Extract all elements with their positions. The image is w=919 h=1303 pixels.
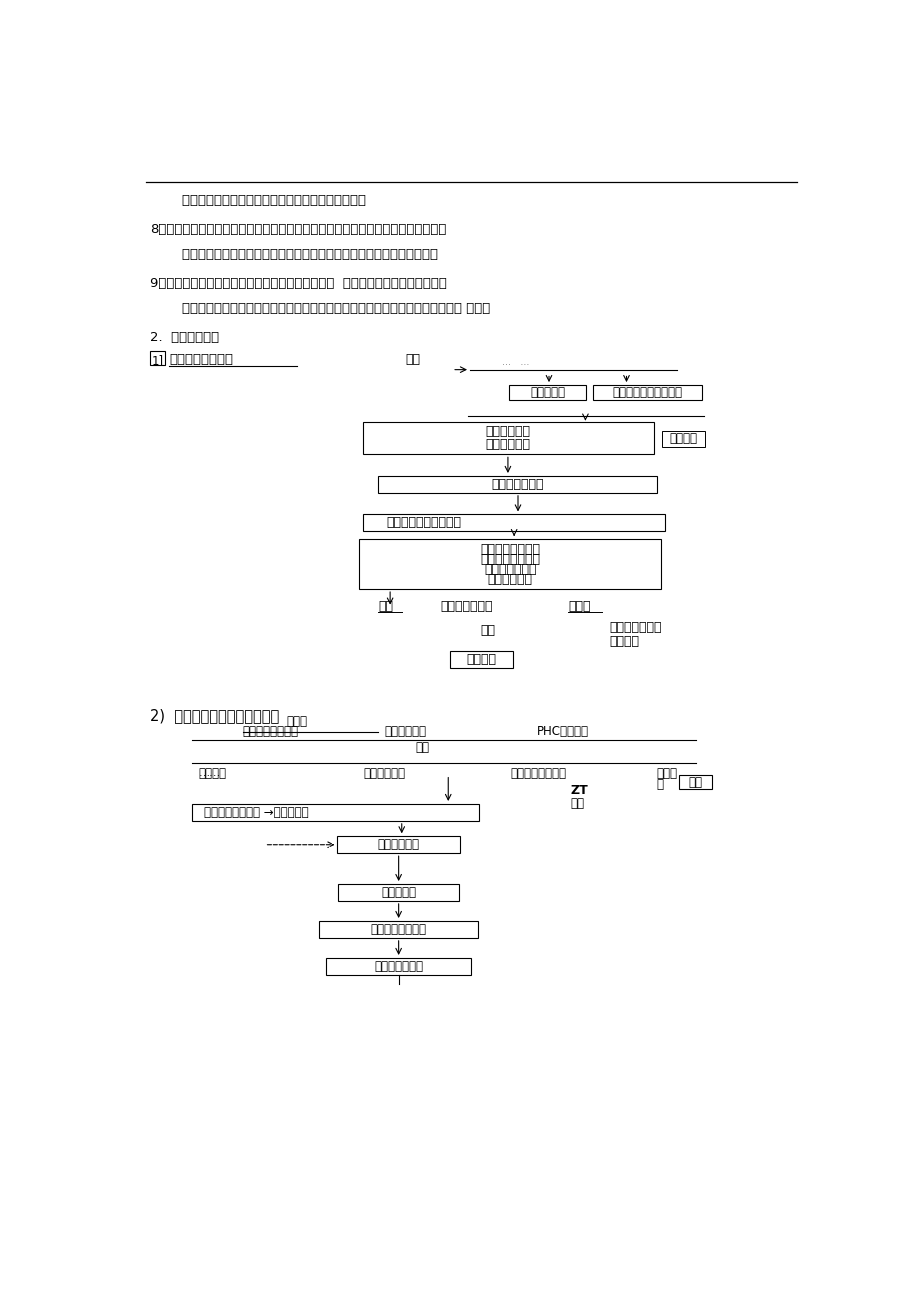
Text: 成品: 成品 [405, 353, 420, 366]
Text: 退货: 退货 [687, 775, 702, 788]
Text: 2)  沉桩工程质量监理工作流程: 2) 沉桩工程质量监理工作流程 [150, 708, 278, 723]
Bar [678, 775, 711, 790]
Text: ，: ， [655, 778, 663, 791]
Text: 9）确认静压桩的静载荷试验及动力载荷试验结果，  对不满足承载力要求者，会同: 9）确认静压桩的静载荷试验及动力载荷试验结果， 对不满足承载力要求者，会同 [150, 278, 447, 291]
Text: 8）检查工程质量和工程进度，坚持旁站监督，根据生产进度，签署工程付款凭证，: 8）检查工程质量和工程进度，坚持旁站监督，根据生产进度，签署工程付款凭证， [150, 223, 446, 236]
Bar [319, 921, 478, 938]
Text: 疑问提出抽检: 疑问提出抽检 [487, 572, 532, 585]
Text: 旁站打桩过程: 旁站打桩过程 [377, 838, 419, 851]
Bar [449, 650, 513, 667]
Text: 合格: 合格 [415, 741, 429, 754]
Text: 检查验收外观质量: 检查验收外观质量 [510, 767, 565, 780]
Text: 办理隐蔽验收手续: 办理隐蔽验收手续 [370, 923, 426, 936]
Text: 运出现场: 运出现场 [608, 635, 639, 648]
Text: 总承包自检后: 总承包自检后 [485, 425, 530, 438]
Text: 监理工程师审批: 监理工程师审批 [440, 599, 493, 612]
Text: 不合格: 不合格 [568, 599, 590, 612]
Text: 厂（场）方提供质保书: 厂（场）方提供质保书 [612, 386, 682, 399]
Text: 通知停止使用并: 通知停止使用并 [608, 622, 662, 635]
Bar [378, 476, 657, 493]
Text: 检测单位: 检测单位 [668, 433, 697, 446]
Text: 测量定位复核: 测量定位复核 [384, 726, 426, 739]
Text: 1]: 1] [152, 354, 164, 367]
Text: 2.  监理工作流程: 2. 监理工作流程 [150, 331, 219, 344]
Text: 不合格: 不合格 [286, 715, 307, 727]
Bar [192, 804, 479, 821]
Text: 分包商自检: 分包商自检 [529, 386, 564, 399]
Text: 继续打入主地面: 继续打入主地面 [374, 960, 423, 973]
Bar [508, 386, 585, 400]
Bar [363, 515, 664, 532]
Text: ZT: ZT [570, 784, 588, 797]
Text: 继续使用: 继续使用 [466, 653, 496, 666]
Text: 总承包按规定批量: 总承包按规定批量 [480, 542, 539, 555]
Text: 桩架进场: 桩架进场 [199, 767, 226, 780]
Bar [593, 386, 701, 400]
Text: 自检并填写报验单: 自检并填写报验单 [480, 552, 539, 566]
Text: ……: …… [199, 769, 221, 778]
Text: 经纬仪检验垂直度 →签署打桩令: 经纬仪检验垂直度 →签署打桩令 [204, 805, 309, 818]
Text: 工要求做出判断。对上述不合格者，提出更换要求；: 工要求做出判断。对上述不合格者，提出更换要求； [165, 194, 366, 207]
Text: ...   ...: ... ... [502, 357, 529, 367]
Text: 对违反施工规范、设计要求和技术操作规程者，必要时签发停工通知单；: 对违反施工规范、设计要求和技术操作规程者，必要时签发停工通知单； [165, 248, 437, 261]
Text: 成品管桩验收流程: 成品管桩验收流程 [169, 353, 233, 366]
Bar [325, 958, 471, 975]
Text: 上报: 上报 [378, 599, 393, 612]
Bar [662, 431, 704, 447]
Bar [363, 422, 652, 455]
Text: 合格: 合格 [481, 624, 495, 637]
Text: 承包商重测不合格: 承包商重测不合格 [243, 726, 299, 739]
Text: 合格: 合格 [570, 796, 584, 809]
Text: 检查桩架就位: 检查桩架就位 [363, 767, 404, 780]
Text: 成品进入施工现场使用: 成品进入施工现场使用 [386, 516, 460, 529]
Bar [337, 837, 460, 853]
Text: PHC管桩进场: PHC管桩进场 [537, 726, 589, 739]
Bar [358, 539, 661, 589]
Text: 送成品报验单: 送成品报验单 [485, 438, 530, 451]
Text: 专业监理发现有: 专业监理发现有 [483, 563, 536, 576]
Text: 业主、设计单位、检测单位及承建商（施工单位），会审检测结果，并提出解决 办法。: 业主、设计单位、检测单位及承建商（施工单位），会审检测结果，并提出解决 办法。 [165, 302, 490, 315]
Text: 监理工程师审批: 监理工程师审批 [492, 478, 544, 491]
Bar [338, 883, 459, 900]
Text: 焊接法接桩: 焊接法接桩 [380, 886, 415, 899]
Bar [150, 352, 165, 365]
Text: 不合格: 不合格 [655, 767, 676, 780]
